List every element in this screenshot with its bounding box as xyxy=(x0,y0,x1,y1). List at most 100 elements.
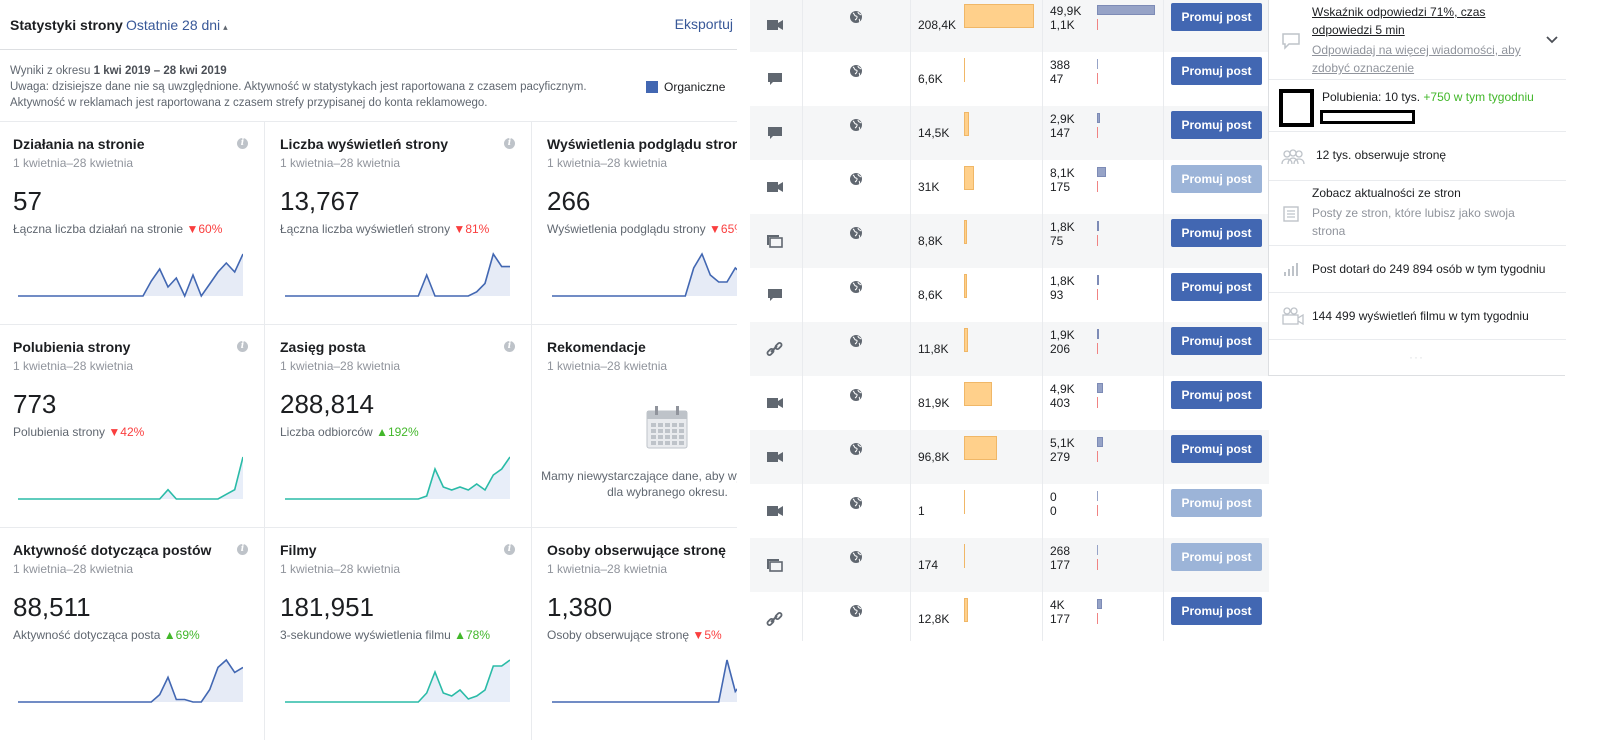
reach-value: 208,4K xyxy=(918,18,957,32)
globe-icon xyxy=(850,335,862,347)
pages-feed-title[interactable]: Zobacz aktualności ze stron xyxy=(1312,186,1461,200)
metric-card[interactable]: Filmy 1 kwietnia–28 kwietnia i 181,951 3-sek… xyxy=(267,528,534,731)
engagement-reactions: 279 xyxy=(1050,450,1071,464)
card-period: 1 kwietnia–28 kwietnia xyxy=(13,156,134,170)
globe-icon xyxy=(850,173,862,185)
engagement-bar-secondary xyxy=(1097,235,1098,246)
notice-period: 1 kwi 2019 – 28 kwi 2019 xyxy=(93,65,227,77)
promote-post-button[interactable]: Promuj post xyxy=(1171,381,1262,409)
reach-value: 31K xyxy=(918,180,940,194)
promote-post-button[interactable]: Promuj post xyxy=(1171,327,1262,355)
engagement-clicks: 2,9K xyxy=(1050,112,1075,126)
card-period: 1 kwietnia–28 kwietnia xyxy=(280,359,401,373)
table-row[interactable]: 6,6K 388 47 Promuj post xyxy=(750,52,1269,106)
metric-card[interactable]: Działania na stronie 1 kwietnia–28 kwietn… xyxy=(0,122,267,325)
globe-icon xyxy=(850,389,862,401)
promote-post-button[interactable]: Promuj post xyxy=(1171,165,1262,193)
promote-post-button[interactable]: Promuj post xyxy=(1171,111,1262,139)
metric-card[interactable]: Zasięg posta 1 kwietnia–28 kwietnia i 288,8… xyxy=(267,325,534,528)
table-row[interactable]: 11,8K 1,9K 206 Promuj post xyxy=(750,322,1269,376)
card-description: Osoby obserwujące stronę ▼5% xyxy=(547,628,722,642)
metric-card[interactable]: Rekomendacje 1 kwietnia–28 kwietnia Mamy n… xyxy=(534,325,737,528)
table-row[interactable]: 8,6K 1,8K 93 Promuj post xyxy=(750,268,1269,322)
sparkline-chart xyxy=(285,659,510,703)
table-row[interactable]: 208,4K 49,9K 1,1K Promuj post xyxy=(750,0,1269,52)
response-rate-section[interactable]: Wskaźnik odpowiedzi 71%, czas odpowiedzi… xyxy=(1269,0,1566,80)
sparkline-chart xyxy=(285,456,510,500)
info-icon[interactable]: i xyxy=(237,138,248,149)
globe-icon xyxy=(850,551,862,563)
info-icon[interactable]: i xyxy=(504,341,515,352)
metric-card[interactable]: Polubienia strony 1 kwietnia–28 kwietnia i… xyxy=(0,325,267,528)
info-icon[interactable]: i xyxy=(504,544,515,555)
card-value: 288,814 xyxy=(280,389,374,419)
globe-icon xyxy=(850,65,862,77)
card-period: 1 kwietnia–28 kwietnia xyxy=(547,359,668,373)
card-desc-label: Wyświetlenia podglądu strony xyxy=(547,222,706,236)
sparkline-area xyxy=(18,660,243,702)
response-hint-text[interactable]: Odpowiadaj na więcej wiadomości, aby zdo… xyxy=(1312,43,1521,75)
chevron-down-icon[interactable] xyxy=(1545,32,1559,46)
engagement-bar-secondary xyxy=(1097,505,1098,516)
reach-value: 174 xyxy=(918,558,939,572)
metric-card[interactable]: Liczba wyświetleń strony 1 kwietnia–28 kw… xyxy=(267,122,534,325)
sparkline-area xyxy=(285,660,510,702)
table-row[interactable]: 31K 8,1K 175 Promuj post xyxy=(750,160,1269,214)
post-reach-section: Post dotarł do 249 894 osób w tym tygodn… xyxy=(1269,246,1566,293)
table-row[interactable]: 96,8K 5,1K 279 Promuj post xyxy=(750,430,1269,484)
table-row[interactable]: 174 268 177 Promuj post xyxy=(750,538,1269,592)
promote-post-button[interactable]: Promuj post xyxy=(1171,435,1262,463)
promote-post-button[interactable]: Promuj post xyxy=(1171,3,1262,31)
table-row[interactable]: 14,5K 2,9K 147 Promuj post xyxy=(750,106,1269,160)
card-desc-label: Łączna liczba wyświetleń strony xyxy=(280,222,451,236)
export-link[interactable]: Eksportuj xyxy=(674,16,733,32)
table-row[interactable]: 12,8K 4K 177 Promuj post xyxy=(750,592,1269,646)
card-desc-label: 3-sekundowe wyświetlenia filmu xyxy=(280,628,451,642)
sparkline-series xyxy=(552,659,737,703)
notice-line-ads: Aktywność w reklamach jest raportowana z… xyxy=(10,97,488,109)
promote-post-button[interactable]: Promuj post xyxy=(1171,543,1262,571)
trend-down-icon: ▼ xyxy=(186,222,199,236)
card-value: 773 xyxy=(13,389,57,419)
engagement-clicks: 0 xyxy=(1050,490,1057,504)
reach-value: 8,8K xyxy=(918,234,943,248)
globe-icon xyxy=(850,605,862,617)
engagement-bar-secondary xyxy=(1097,73,1098,84)
promote-post-button[interactable]: Promuj post xyxy=(1171,597,1262,625)
response-rate-text[interactable]: Wskaźnik odpowiedzi 71%, czas odpowiedzi… xyxy=(1312,5,1486,37)
posts-table: 208,4K 49,9K 1,1K Promuj post 6,6K 388 47 Promu… xyxy=(750,0,1269,641)
sort-caret-icon: ▴︎ xyxy=(223,22,228,32)
table-row[interactable]: 81,9K 4,9K 403 Promuj post xyxy=(750,376,1269,430)
engagement-bar xyxy=(1097,491,1098,501)
card-change: 60% xyxy=(198,222,223,236)
info-icon[interactable]: i xyxy=(237,341,248,352)
card-title: Aktywność dotycząca postów xyxy=(13,542,212,558)
info-icon[interactable]: i xyxy=(504,138,515,149)
engagement-bar-secondary xyxy=(1097,451,1098,462)
info-icon[interactable]: i xyxy=(237,544,248,555)
engagement-bar xyxy=(1097,5,1155,15)
promote-post-button[interactable]: Promuj post xyxy=(1171,57,1262,85)
promote-post-button[interactable]: Promuj post xyxy=(1171,273,1262,301)
table-row[interactable]: 1 0 0 Promuj post xyxy=(750,484,1269,538)
promote-post-button[interactable]: Promuj post xyxy=(1171,219,1262,247)
engagement-bar xyxy=(1097,221,1099,231)
promote-post-button[interactable]: Promuj post xyxy=(1171,489,1262,517)
engagement-bar-secondary xyxy=(1097,397,1098,408)
reach-bar xyxy=(964,490,965,514)
reach-bar xyxy=(964,112,969,136)
globe-icon xyxy=(850,443,862,455)
date-range-label: Ostatnie 28 dni xyxy=(126,17,221,33)
page-summary-panel: Wskaźnik odpowiedzi 71%, czas odpowiedzi… xyxy=(1268,0,1566,376)
sparkline-series xyxy=(18,253,243,299)
card-period: 1 kwietnia–28 kwietnia xyxy=(547,562,668,576)
metric-card[interactable]: Osoby obserwujące stronę 1 kwietnia–28 kw… xyxy=(534,528,737,731)
video-icon xyxy=(767,182,783,192)
metric-card[interactable]: Wyświetlenia podglądu strony 1 kwietnia–2… xyxy=(534,122,737,325)
more-dots[interactable]: ··· xyxy=(1409,350,1424,364)
metric-card[interactable]: Aktywność dotycząca postów 1 kwietnia–28 … xyxy=(0,528,267,731)
table-row[interactable]: 8,8K 1,8K 75 Promuj post xyxy=(750,214,1269,268)
pages-feed-section[interactable]: Zobacz aktualności ze stron Posty ze str… xyxy=(1269,181,1566,246)
engagement-reactions: 75 xyxy=(1050,234,1064,248)
date-range-selector[interactable]: Ostatnie 28 dni ▴︎ xyxy=(126,17,228,33)
